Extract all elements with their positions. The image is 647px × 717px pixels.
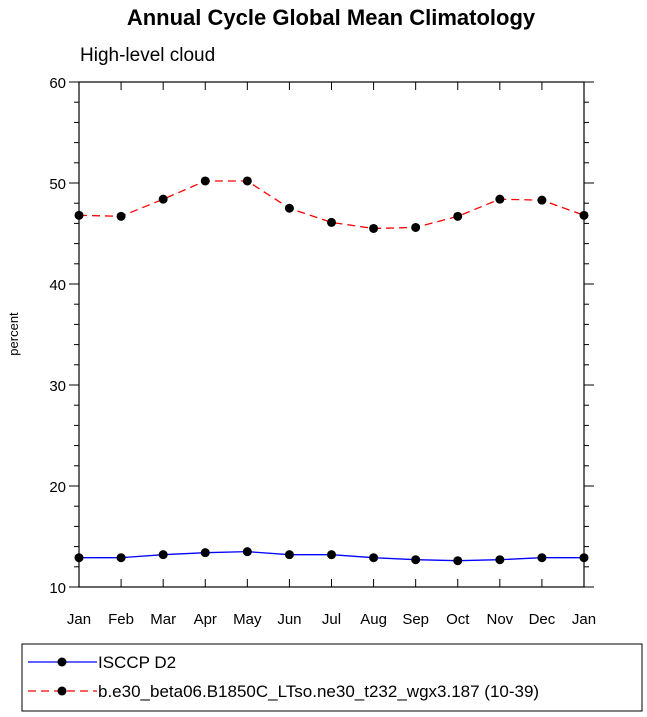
y-axis-label: percent (6, 312, 21, 356)
data-point (200, 548, 210, 558)
data-point (453, 556, 463, 566)
x-tick-label: May (233, 611, 262, 628)
legend: ISCCP D2 b.e30_beta06.B1850C_LTso.ne30_t2… (28, 653, 539, 701)
series-layer (74, 176, 589, 566)
data-point (116, 211, 126, 221)
plot-frame (78, 81, 585, 588)
x-tick-label: Apr (194, 611, 217, 628)
legend-label-1: b.e30_beta06.B1850C_LTso.ne30_t232_wgx3.… (98, 682, 539, 701)
x-tick-label: Nov (486, 611, 513, 628)
legend-label-0: ISCCP D2 (98, 653, 176, 672)
data-point (200, 176, 210, 186)
data-point (158, 550, 168, 560)
y-tick-label: 10 (49, 580, 66, 597)
y-tick-label: 60 (49, 75, 66, 92)
legend-box (21, 643, 643, 712)
data-point (411, 222, 421, 232)
x-tick-label: Feb (108, 611, 134, 628)
x-tick-label: Mar (150, 611, 176, 628)
y-tick-label: 50 (49, 176, 66, 193)
x-tick-label: Jan (572, 611, 596, 628)
x-tick-label: Sep (402, 611, 429, 628)
data-point (579, 210, 589, 220)
y-tick-label: 20 (49, 479, 66, 496)
data-point (369, 223, 379, 233)
legend-marker (57, 657, 67, 667)
x-tick-label: Jan (67, 611, 91, 628)
axis-ticks: Jan Feb Mar Apr May Jun Jul Aug Sep Oct Nov Dec Jan1… (49, 75, 596, 628)
data-point (495, 194, 505, 204)
legend-marker (57, 686, 67, 696)
data-point (579, 553, 589, 563)
data-point (453, 211, 463, 221)
data-point (158, 194, 168, 204)
data-point (327, 217, 336, 227)
x-tick-label: Jun (277, 611, 301, 628)
y-tick-label: 40 (49, 277, 66, 294)
x-tick-label: Jul (322, 611, 341, 628)
data-point (242, 547, 252, 557)
data-point (284, 550, 294, 560)
chart-subtitle: High-level cloud (80, 45, 215, 66)
data-point (411, 555, 421, 565)
data-point (74, 553, 84, 563)
data-point (495, 555, 505, 565)
data-point (74, 210, 84, 220)
data-point (242, 176, 252, 186)
x-tick-label: Aug (360, 611, 387, 628)
data-point (284, 203, 294, 213)
data-point (537, 195, 547, 205)
x-tick-label: Oct (446, 611, 470, 628)
chart-title: Annual Cycle Global Mean Climatology (127, 5, 536, 30)
data-point (537, 553, 547, 563)
data-point (327, 550, 336, 560)
data-point (116, 553, 126, 563)
y-tick-label: 30 (49, 378, 66, 395)
data-point (369, 553, 379, 563)
x-tick-label: Dec (529, 611, 556, 628)
